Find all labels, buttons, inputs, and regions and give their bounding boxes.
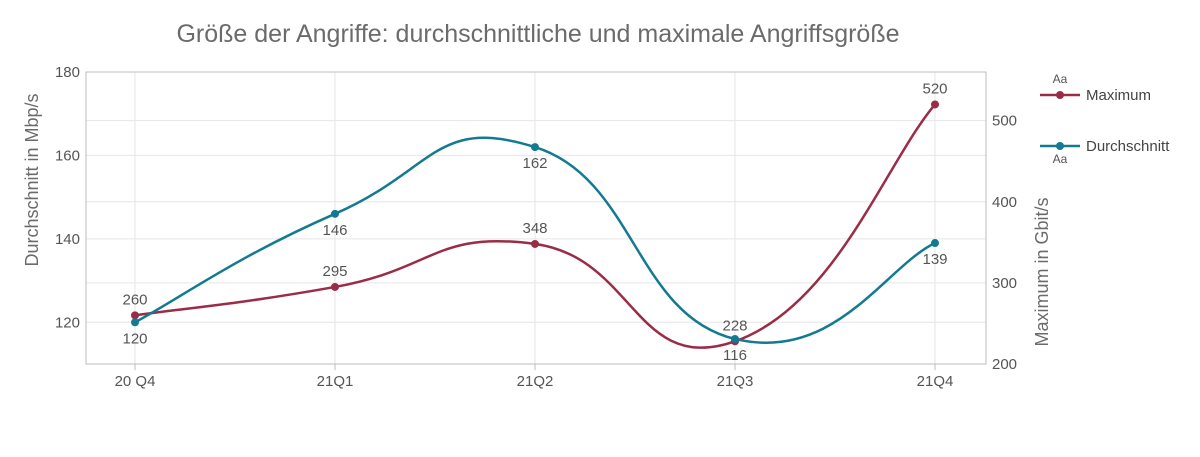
series-layer — [131, 100, 939, 349]
data-label-maximum: 520 — [922, 80, 947, 97]
legend-label: Maximum — [1086, 87, 1151, 104]
data-point-maximum[interactable] — [131, 311, 139, 320]
series-line-maximum — [134, 103, 936, 349]
plot-frame — [85, 71, 987, 365]
data-point-durchschnitt[interactable] — [931, 239, 939, 248]
legend-marker-text: Aa — [1053, 152, 1068, 166]
data-point-maximum[interactable] — [931, 100, 939, 109]
x-tick-label: 21Q4 — [917, 373, 954, 390]
series-line-durchschnitt — [134, 136, 936, 345]
data-point-durchschnitt[interactable] — [531, 143, 539, 152]
data-label-layer: 260 295 348 228 520 120 146 162 116 139 — [122, 80, 947, 364]
data-label-durchschnitt: 120 — [122, 330, 147, 347]
y-left-axis-label: Durchschnitt in Mbp/s — [22, 93, 42, 266]
right-axis: 200 300 400 500 — [992, 113, 1017, 373]
y-left-tick-label: 180 — [55, 64, 80, 81]
x-tick-label: 21Q1 — [317, 373, 354, 390]
y-left-tick-label: 160 — [55, 147, 80, 164]
data-point-maximum[interactable] — [531, 239, 539, 248]
y-left-tick-label: 120 — [55, 314, 80, 331]
legend[interactable]: Aa Maximum Aa Durchschnitt — [1040, 72, 1170, 166]
chart-title: Größe der Angriffe: durchschnittliche un… — [176, 20, 899, 48]
left-axis: 120 140 160 180 — [55, 64, 80, 331]
data-label-maximum: 260 — [122, 291, 147, 308]
data-label-maximum: 228 — [722, 317, 747, 334]
data-label-maximum: 348 — [522, 220, 547, 237]
x-tick-label: 21Q3 — [717, 373, 754, 390]
data-label-durchschnitt: 116 — [723, 347, 747, 364]
data-point-durchschnitt[interactable] — [331, 209, 339, 218]
y-right-tick-label: 400 — [992, 194, 1017, 211]
legend-item-maximum[interactable]: Aa Maximum — [1040, 72, 1151, 104]
x-tick-label: 21Q2 — [517, 373, 554, 390]
y-right-tick-label: 500 — [992, 113, 1017, 130]
x-tick-label: 20 Q4 — [115, 373, 156, 390]
y-right-axis-label: Maximum in Gbit/s — [1032, 197, 1052, 346]
y-right-tick-label: 200 — [992, 356, 1017, 373]
x-axis: 20 Q4 21Q1 21Q2 21Q3 21Q4 — [115, 364, 954, 390]
data-label-durchschnitt: 139 — [922, 251, 947, 268]
y-left-tick-label: 140 — [55, 231, 80, 248]
legend-swatch-point — [1056, 91, 1064, 99]
data-label-durchschnitt: 162 — [522, 155, 547, 172]
data-point-durchschnitt[interactable] — [731, 334, 739, 343]
data-label-durchschnitt: 146 — [322, 222, 347, 239]
legend-item-durchschnitt[interactable]: Aa Durchschnitt — [1040, 138, 1170, 166]
data-label-maximum: 295 — [322, 263, 347, 280]
legend-marker-text: Aa — [1053, 72, 1068, 86]
grid-layer — [86, 71, 986, 364]
legend-swatch-point — [1056, 142, 1064, 150]
legend-label: Durchschnitt — [1086, 138, 1170, 155]
data-point-durchschnitt[interactable] — [131, 318, 139, 327]
data-point-maximum[interactable] — [331, 282, 339, 291]
y-right-tick-label: 300 — [992, 275, 1017, 292]
